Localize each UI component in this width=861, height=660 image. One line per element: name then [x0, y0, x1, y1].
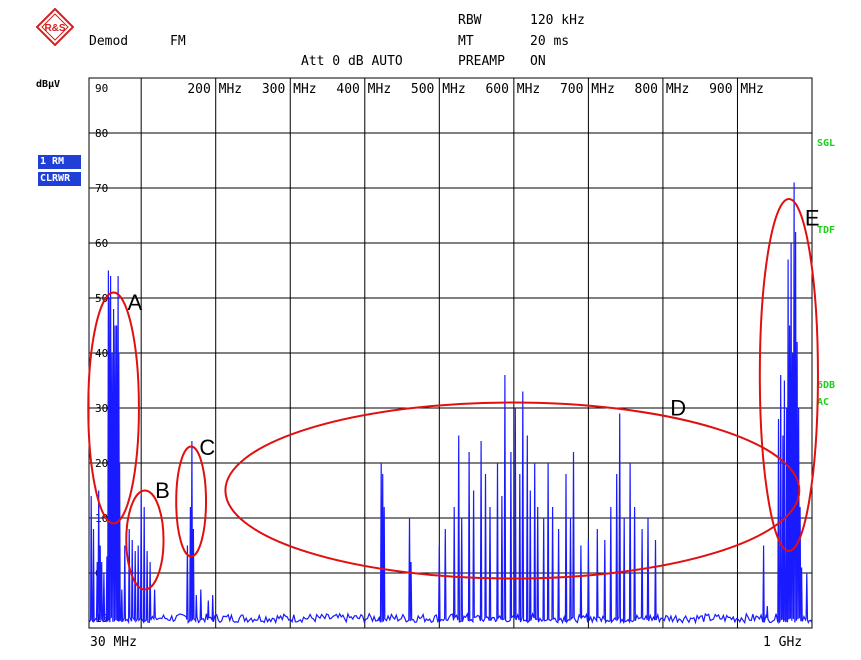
preamp-label: PREAMP: [458, 54, 505, 69]
x-top-label: 700 MHz: [560, 82, 615, 97]
trace-badge: 1 RM: [38, 155, 81, 169]
y-tick-label: 50: [95, 292, 108, 305]
x-start-label: 30 MHz: [90, 635, 137, 650]
annotation-ellipse-b: [125, 489, 165, 591]
annotation-label-a: A: [128, 290, 143, 315]
x-stop-label: 1 GHz: [763, 635, 803, 650]
y-unit-label: dBµV: [36, 79, 61, 90]
x-top-label: 400 MHz: [336, 82, 391, 97]
status-sgl: SGL: [817, 138, 836, 149]
x-top-label: 200 MHz: [187, 82, 242, 97]
rbw-label: RBW: [458, 13, 482, 28]
x-top-label: 500 MHz: [411, 82, 466, 97]
annotation-ellipse-d: [224, 401, 801, 580]
annotation-label-b: B: [155, 478, 170, 503]
spectrum-trace: [88, 182, 813, 625]
attenuation-text: Att 0 dB AUTO: [301, 54, 403, 69]
mt-value: 20 ms: [530, 34, 570, 49]
demod-label: Demod: [89, 34, 129, 49]
x-top-label: 900 MHz: [709, 82, 764, 97]
status-ac: AC: [817, 397, 830, 408]
logo-text: R&S: [44, 23, 65, 34]
trace-mode-badge: CLRWR: [38, 172, 81, 186]
y-tick-label: 40: [95, 347, 108, 360]
annotation-label-e: E: [805, 205, 820, 230]
rbw-value: 120 kHz: [530, 13, 585, 28]
annotation-ellipse-a: [87, 291, 140, 525]
y-tick-label: 30: [95, 402, 108, 415]
rs-logo: R&S: [36, 8, 74, 46]
annotation-ellipse-e: [758, 198, 819, 552]
annotation-label-d: D: [670, 396, 686, 421]
y-tick-label: 60: [95, 237, 108, 250]
status-6db: 6DB: [817, 380, 836, 391]
y-tick-label: 70: [95, 182, 108, 195]
y-tick-label: 80: [95, 127, 108, 140]
status-tdf: TDF: [817, 225, 836, 236]
x-top-label: 800 MHz: [635, 82, 690, 97]
preamp-value: ON: [530, 54, 546, 69]
x-top-label: 600 MHz: [485, 82, 540, 97]
annotation-label-c: C: [199, 435, 215, 460]
x-top-label: 300 MHz: [262, 82, 317, 97]
y-tick-label: 90: [95, 82, 108, 95]
y-tick-label: 20: [95, 457, 108, 470]
annotation-ellipse-c: [175, 445, 208, 558]
mt-label: MT: [458, 34, 474, 49]
demod-value: FM: [170, 34, 186, 49]
